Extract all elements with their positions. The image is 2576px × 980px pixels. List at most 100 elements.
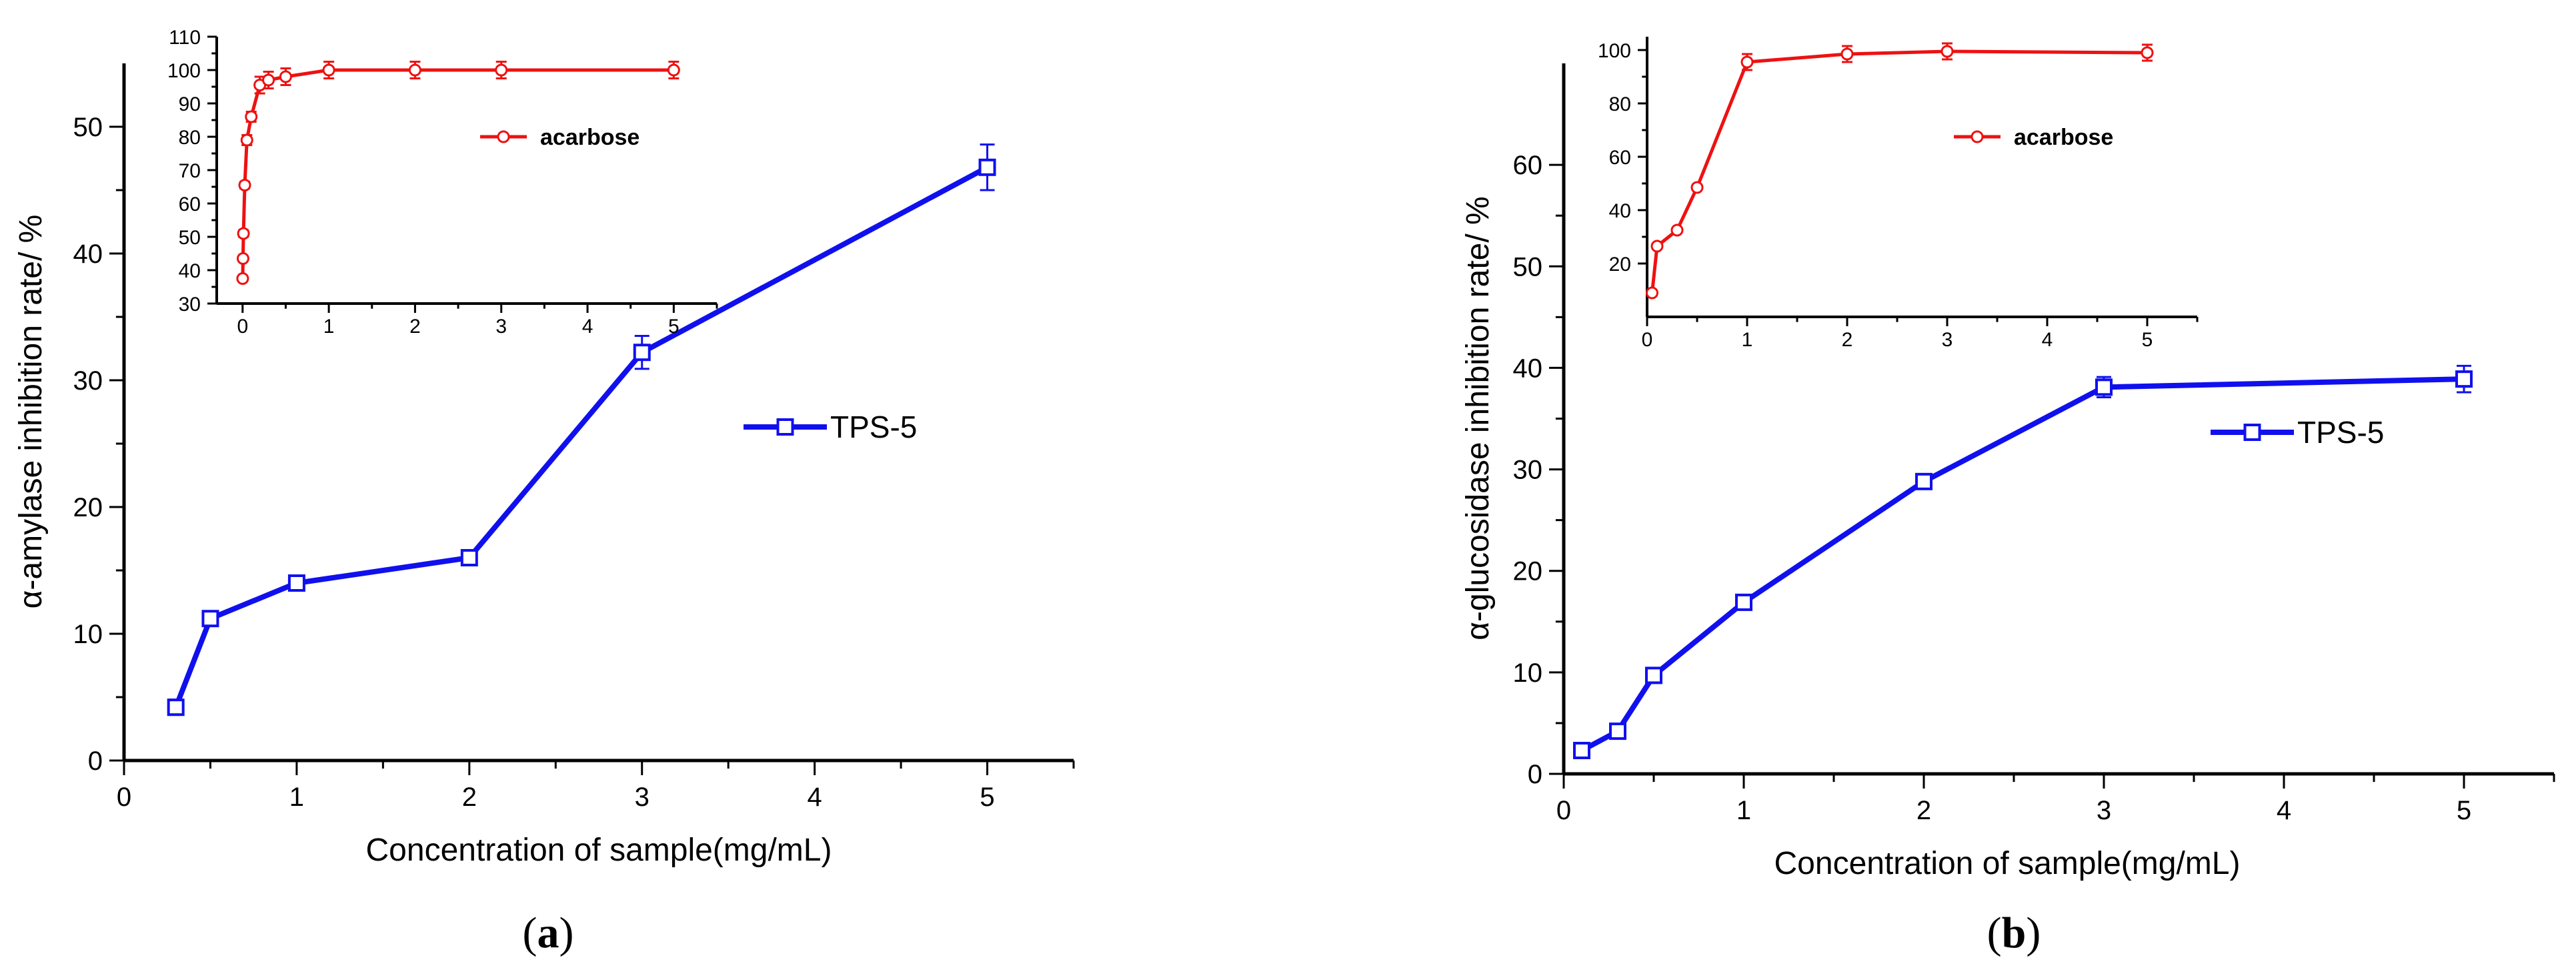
- panel-b-xtick-label: 0: [1556, 796, 1571, 825]
- panel-a-ytick-label: 0: [88, 747, 103, 776]
- panel-b-inset-xtick-label: 4: [2042, 329, 2053, 351]
- panel-b-inset-data-point: [1740, 55, 1754, 69]
- panel-a-data-point: [167, 698, 185, 716]
- panel-a-inset-xtick-label: 4: [582, 316, 593, 338]
- panel-b-data-point: [1573, 742, 1590, 760]
- panel-b-xtick-label: 1: [1736, 796, 1751, 825]
- panel-a-inset-data-point: [495, 63, 508, 77]
- panel-a-xtick-label: 4: [808, 783, 822, 812]
- panel-b-ytick-label: 0: [1528, 760, 1542, 789]
- panel-b-data-point: [2455, 370, 2473, 388]
- panel-b-ytick-label: 40: [1513, 354, 1543, 383]
- panel-b-inset-xtick-label: 5: [2142, 329, 2153, 351]
- panel-a-legend: TPS-5: [744, 410, 917, 444]
- panel-b-ytick-label: 60: [1513, 151, 1543, 180]
- panel-b-xtick-label: 5: [2457, 796, 2471, 825]
- panel-b-inset-data-point: [1941, 45, 1954, 58]
- panel-a-inset-chart: 0 1 2 3 4 5 30 40 50 60 70 80 90 100 110 acarbose: [167, 27, 718, 338]
- panel-a-data-point: [978, 158, 996, 176]
- panel-a-data-point: [287, 574, 305, 592]
- panel-a-inset-ytick-label: 100: [167, 60, 201, 82]
- panel-b-inset-ytick-label: 100: [1598, 40, 1631, 62]
- panel-b-data-point: [1735, 593, 1752, 611]
- panel-b-panel-paren-open: (: [1987, 909, 2002, 957]
- panel-b-inset-xtick-label: 0: [1642, 329, 1653, 351]
- panel-b-xtick-label: 2: [1916, 796, 1931, 825]
- panel-b-inset-chart: 0 1 2 3 4 5 20 40 60 80 100 acarbose: [1598, 37, 2199, 351]
- panel-a-ytick-label: 10: [73, 620, 103, 649]
- panel-b-inset-ytick-label: 40: [1609, 200, 1631, 222]
- panel-a-data-point: [201, 610, 219, 628]
- panel-b-legend: TPS-5: [2211, 415, 2384, 450]
- panel-a-legend-marker: [776, 418, 794, 436]
- panel-b-inset-legend: acarbose: [1954, 125, 2113, 150]
- panel-a-legend-label: TPS-5: [830, 410, 917, 444]
- panel-a-inset-data-point: [240, 133, 253, 147]
- panel-a-data-point: [633, 344, 651, 362]
- panel-a-inset-ytick-label: 80: [179, 127, 201, 149]
- panel-a-inset-xtick-label: 0: [237, 316, 248, 338]
- panel-b-data-point: [1609, 722, 1626, 741]
- panel-a-inset-data-point: [667, 63, 680, 77]
- panel-a-inset-data-point: [408, 63, 421, 77]
- panel-b-inset-series-line: [1650, 49, 2148, 294]
- panel-b-inset-xtick-label: 3: [1942, 329, 1953, 351]
- panel-b-inset-xtick-label: 1: [1742, 329, 1753, 351]
- panel-a-xtick-label: 2: [462, 783, 477, 812]
- panel-b-inset-xtick-label: 2: [1842, 329, 1853, 351]
- panel-a-inset-data-point: [237, 227, 250, 240]
- panel-a-inset-series-line: [241, 68, 674, 279]
- panel-b-ytick-label: 30: [1513, 456, 1543, 485]
- panel-b-ytick-label: 50: [1513, 252, 1543, 282]
- panel-a-inset-ytick-label: 70: [179, 160, 201, 182]
- panel-a-inset-xtick-label: 5: [668, 316, 680, 338]
- panel-a-panel-paren-close: ): [559, 909, 574, 957]
- panel-a-inset-data-point: [236, 272, 249, 285]
- panel-b-legend-marker: [2243, 424, 2261, 441]
- panel-b-inset-legend-label: acarbose: [2014, 125, 2113, 150]
- panel-a-inset-ytick-label: 50: [179, 227, 201, 249]
- panel-a-inset-data-point: [322, 63, 335, 77]
- panel-b-inset-data-point: [1646, 286, 1658, 300]
- panel-a-ytick-label: 20: [73, 493, 103, 522]
- panel-a-inset-legend-label: acarbose: [540, 125, 639, 150]
- panel-a-ytick-label: 30: [73, 366, 103, 396]
- panel-b-ytick-label: 10: [1513, 658, 1543, 688]
- panel-b-xtick-label: 4: [2277, 796, 2291, 825]
- panel-b-data-point: [2095, 378, 2113, 396]
- panel-a-inset-ytick-label: 110: [169, 27, 201, 49]
- panel-b-legend-label: TPS-5: [2297, 415, 2384, 450]
- panel-a-ytick-label: 40: [73, 239, 103, 269]
- panel-a-y-axis-label: α-amylase inhibition rate/ %: [13, 215, 49, 609]
- panel-a-inset-data-point: [238, 179, 251, 191]
- panel-a-inset-data-point: [262, 73, 275, 87]
- panel-b-inset-data-point: [1650, 239, 1664, 253]
- panel-b-inset-legend-marker: [1971, 130, 1984, 143]
- panel-a-inset-ytick-label: 40: [179, 260, 201, 282]
- panel-a-panel-paren-open: (: [523, 909, 537, 957]
- panel-b-y-axis-label: α-glucosidase inhibition rate/ %: [1460, 196, 1496, 640]
- panel-b-x-axis-label: Concentration of sample(mg/mL): [1774, 846, 2241, 881]
- panel-a-inset-data-point: [279, 70, 292, 83]
- panel-a-panel-label: (a): [523, 909, 574, 957]
- panel-a-xtick-label: 5: [980, 783, 994, 812]
- panel-b-data-point: [1915, 472, 1933, 490]
- panel-a-ytick-label: 50: [73, 113, 103, 142]
- panel-b-panel-label: (b): [1987, 909, 2041, 957]
- panel-b-inset-ytick-label: 20: [1609, 254, 1631, 276]
- panel-a-inset-ytick-label: 60: [179, 193, 201, 215]
- panel-a-x-axis-label: Concentration of sample(mg/mL): [366, 833, 832, 868]
- panel-b-data-point: [1645, 666, 1662, 684]
- panel-a-data-point: [460, 549, 478, 566]
- panel-a-xtick-label: 3: [635, 783, 650, 812]
- panel-b-inset-data-point: [1670, 223, 1684, 237]
- panel-a-inset-legend-marker: [497, 130, 510, 143]
- panel-b-inset-data-point: [1690, 181, 1704, 194]
- panel-a-inset-legend: acarbose: [480, 125, 639, 150]
- panel-a-inset-data-point: [236, 252, 249, 265]
- panel-b-inset-ytick-label: 80: [1609, 93, 1631, 115]
- panel-a-panel-letter: a: [537, 909, 559, 957]
